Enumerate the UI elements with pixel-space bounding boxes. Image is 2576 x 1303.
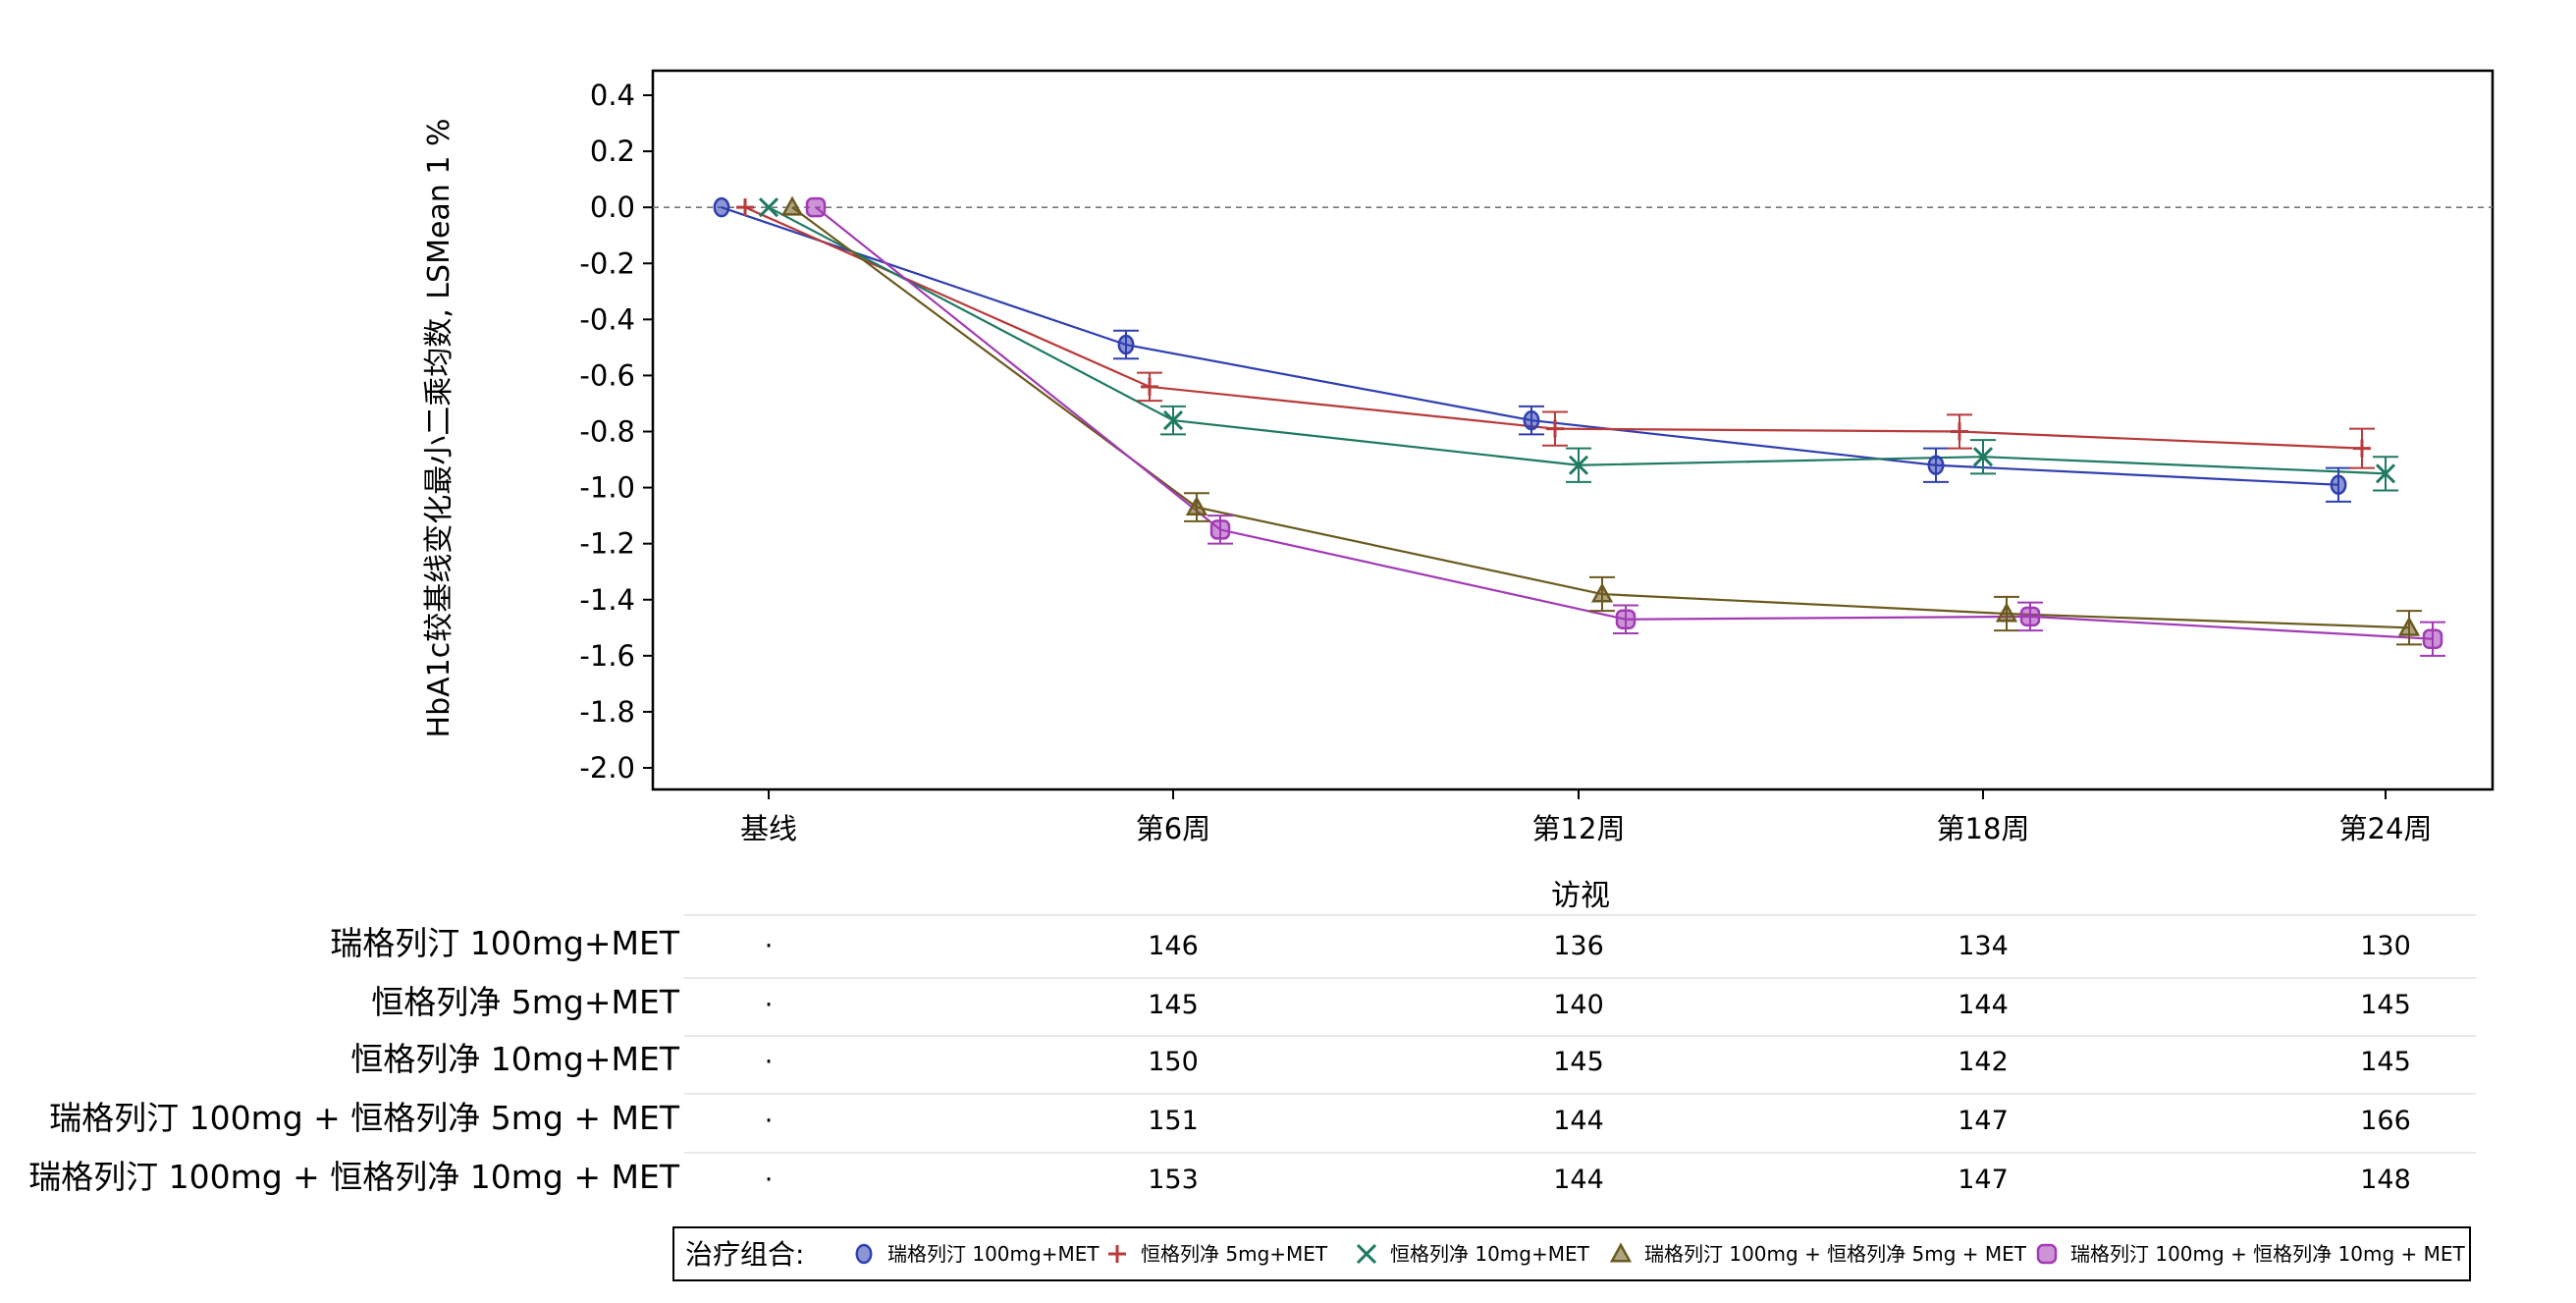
y-axis-title: HbA1c较基线变化最小二乘均数, LSMean 1 % (422, 119, 456, 738)
triangle-marker (2397, 616, 2421, 636)
circle-marker (713, 196, 730, 218)
x-tick-label: 第24周 (2339, 812, 2433, 845)
table-row-label: 瑞格列汀 100mg + 恒格列净 5mg + MET (49, 1099, 680, 1137)
risk-table: 瑞格列汀 100mg+MET · 146 136 134 130 恒格列净 5mg+MET ·… (28, 914, 2476, 1196)
table-count-cell: 148 (2360, 1165, 2411, 1195)
square-marker (2422, 628, 2443, 649)
x-tick-label: 第12周 (1532, 812, 1626, 845)
x-marker (1568, 455, 1589, 475)
table-row-label: 恒格列净 5mg+MET (371, 983, 680, 1021)
table-count-cell: 140 (1553, 990, 1604, 1020)
y-tick-label: -1.2 (579, 527, 635, 561)
plus-marker (1951, 422, 1968, 441)
y-tick-label: -0.4 (579, 302, 635, 336)
legend-box (672, 1226, 2471, 1281)
table-row-label: 瑞格列汀 100mg+MET (330, 924, 680, 962)
triangle-marker (780, 195, 804, 216)
table-count-cell: 147 (1958, 1106, 2009, 1136)
table-count-cell: · (765, 1165, 774, 1195)
table-count-cell: 153 (1148, 1165, 1199, 1195)
y-tick-label: -0.2 (579, 246, 635, 280)
legend: 治疗组合: 瑞格列汀 100mg+MET 恒格列净 5mg+MET 恒格列净 10m… (672, 1226, 2471, 1281)
plus-marker (1141, 377, 1158, 396)
table-count-cell: 145 (2360, 1047, 2411, 1077)
table-count-cell: · (765, 931, 774, 961)
x-marker (1356, 1243, 1377, 1265)
plot-frame (651, 69, 2495, 791)
series-line (768, 206, 2387, 475)
plus-marker (2353, 439, 2371, 458)
triangle-marker (1609, 1242, 1633, 1263)
series-line (815, 206, 2434, 640)
square-marker (1209, 519, 1231, 540)
y-tick-label: -1.6 (579, 639, 635, 673)
circle-marker (855, 1243, 873, 1265)
x-axis-title: 访视 (1551, 879, 1610, 913)
table-count-cell: 145 (2360, 990, 2411, 1020)
circle-marker (1117, 334, 1135, 355)
series-lines (721, 206, 2434, 640)
table-count-cell: 144 (1958, 990, 2009, 1020)
triangle-marker (1185, 495, 1208, 516)
circle-marker (1523, 409, 1540, 431)
table-count-cell: 144 (1553, 1106, 1604, 1136)
x-tick-label: 第6周 (1136, 812, 1210, 845)
table-count-cell: · (765, 1047, 774, 1077)
table-count-cell: 134 (1958, 931, 2009, 961)
square-marker (805, 196, 827, 218)
table-row-label: 瑞格列汀 100mg + 恒格列净 10mg + MET (28, 1158, 680, 1196)
table-count-cell: · (765, 990, 774, 1020)
y-tick-label: -0.8 (579, 415, 635, 449)
table-count-cell: · (765, 1106, 774, 1136)
legend-entry-label: 瑞格列汀 100mg + 恒格列净 10mg + MET (2070, 1242, 2466, 1266)
legend-title: 治疗组合: (685, 1238, 804, 1271)
x-tick-label: 第18周 (1937, 812, 2030, 845)
table-count-cell: 130 (2360, 931, 2411, 961)
plus-marker (1108, 1245, 1126, 1263)
plus-marker (1546, 419, 1564, 438)
table-count-cell: 142 (1958, 1047, 2009, 1077)
y-tick-label: -1.0 (579, 471, 635, 505)
table-count-cell: 136 (1553, 931, 1604, 961)
x-marker (1972, 447, 1994, 467)
table-count-cell: 151 (1148, 1106, 1199, 1136)
x-tick-label: 基线 (740, 812, 797, 845)
series-line (791, 206, 2410, 629)
table-count-cell: 166 (2360, 1106, 2411, 1136)
y-tick-label: -2.0 (579, 751, 635, 785)
y-axis: 0.4 0.2 0.0 -0.2 -0.4 -0.6 -0.8 -1.0 -1.2 -1.4 -1.… (579, 79, 653, 785)
y-tick-label: -0.6 (579, 358, 635, 392)
y-tick-label: 0.2 (590, 135, 635, 168)
series-markers (713, 195, 2445, 657)
y-tick-label: -1.4 (579, 583, 635, 617)
table-count-cell: 150 (1148, 1047, 1199, 1077)
table-count-cell: 144 (1553, 1165, 1604, 1195)
y-tick-label: -1.8 (579, 695, 635, 729)
plus-marker (736, 198, 754, 217)
x-axis: 基线 第6周 第12周 第18周 第24周 (740, 789, 2432, 845)
legend-entry-label: 恒格列净 5mg+MET (1141, 1242, 1328, 1266)
y-tick-label: 0.4 (590, 79, 635, 112)
circle-marker (1927, 455, 1945, 475)
triangle-marker (1590, 582, 1614, 603)
legend-entry-label: 瑞格列汀 100mg + 恒格列净 5mg + MET (1644, 1242, 2027, 1266)
x-marker (758, 197, 779, 218)
square-marker (2036, 1243, 2058, 1265)
x-marker (1162, 410, 1184, 431)
square-marker (1615, 609, 1637, 629)
triangle-marker (1995, 602, 2018, 623)
y-tick-label: 0.0 (590, 190, 635, 224)
table-count-cell: 145 (1148, 990, 1199, 1020)
series-line (721, 206, 2339, 486)
table-row-label: 恒格列净 10mg+MET (350, 1040, 680, 1078)
legend-entry-label: 恒格列净 10mg+MET (1390, 1242, 1590, 1266)
x-marker (2375, 463, 2396, 484)
circle-marker (2330, 474, 2347, 495)
table-count-cell: 145 (1553, 1047, 1604, 1077)
table-count-cell: 147 (1958, 1165, 2009, 1195)
table-count-cell: 146 (1148, 931, 1199, 961)
legend-entry-label: 瑞格列汀 100mg+MET (887, 1242, 1100, 1266)
square-marker (2019, 606, 2041, 627)
